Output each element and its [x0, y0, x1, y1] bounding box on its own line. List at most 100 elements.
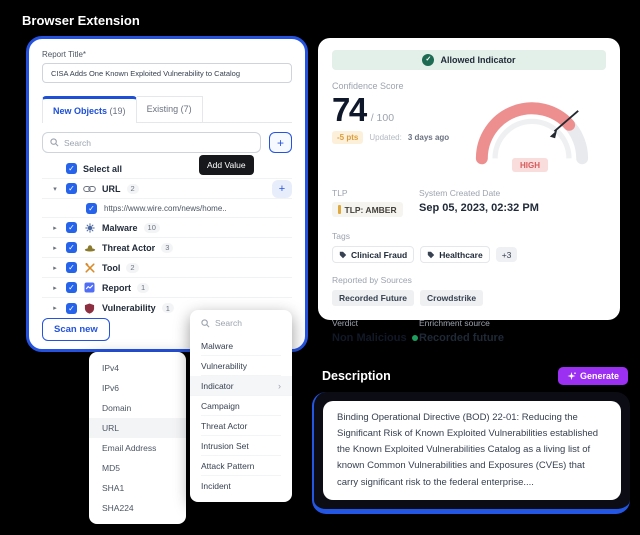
search-icon: [201, 318, 210, 327]
tlp-amber-bar-icon: [338, 205, 341, 214]
menu-item-indicator[interactable]: Indicator ›: [190, 376, 292, 396]
object-label: URL: [102, 183, 121, 194]
object-tabs: New Objects (19) Existing (7): [42, 96, 292, 123]
menu-item-label: Intrusion Set: [201, 440, 249, 451]
tag-chip[interactable]: Clinical Fraud: [332, 246, 415, 263]
menu-item-ipv6[interactable]: IPv6: [102, 383, 120, 393]
menu-item-malware[interactable]: Malware: [201, 336, 281, 356]
object-row-malware[interactable]: ▸ ✓ Malware 10: [42, 218, 292, 238]
expand-caret-icon[interactable]: ▸: [53, 244, 57, 252]
menu-item-attack-pattern[interactable]: Attack Pattern: [201, 456, 281, 476]
object-label: Tool: [102, 262, 121, 273]
vulnerability-checkbox[interactable]: ✓: [66, 302, 77, 314]
menu-item-incident[interactable]: Incident: [201, 476, 281, 496]
confidence-score-max: / 100: [370, 112, 395, 124]
menu-item-label: Malware: [201, 340, 234, 351]
menu-item-label: Campaign: [201, 400, 240, 411]
report-scan-panel: Report Title* CISA Adds One Known Exploi…: [26, 36, 308, 352]
object-list: ▸ ✓ Select all ▾ ✓ URL 2 + ✓ https://www…: [42, 159, 292, 318]
confidence-score-label: Confidence Score: [332, 81, 404, 91]
object-count-badge: 2: [126, 183, 139, 194]
report-title-label: Report Title*: [42, 50, 87, 59]
url-checkbox[interactable]: ✓: [66, 183, 77, 194]
source-chip[interactable]: Crowdstrike: [420, 290, 484, 306]
enrichment-label: Enrichment source: [419, 318, 490, 328]
tool-checkbox[interactable]: ✓: [66, 262, 77, 273]
report-checkbox[interactable]: ✓: [66, 282, 77, 293]
tag-chip[interactable]: Healthcare: [420, 246, 490, 263]
menu-item-sha224[interactable]: SHA224: [102, 503, 134, 513]
updated-label: Updated:: [369, 132, 402, 142]
select-all-checkbox[interactable]: ✓: [66, 163, 77, 174]
object-count-badge: 1: [161, 303, 174, 313]
allowed-indicator-banner: ✓ Allowed Indicator: [332, 50, 606, 70]
gauge-level-badge: HIGH: [512, 158, 548, 172]
sparkle-icon: [567, 371, 576, 380]
menu-item-md5[interactable]: MD5: [102, 463, 120, 473]
malware-icon: [83, 222, 96, 233]
expand-caret-icon[interactable]: ▸: [53, 305, 57, 312]
menu-item-intrusion-set[interactable]: Intrusion Set: [201, 436, 281, 456]
object-search-input[interactable]: Search: [42, 132, 261, 153]
verdict-dot-icon: [411, 335, 418, 341]
expand-caret-icon[interactable]: ▸: [53, 224, 57, 232]
threat-actor-checkbox[interactable]: ✓: [66, 242, 77, 253]
description-text[interactable]: Binding Operational Directive (BOD) 22-0…: [323, 401, 621, 500]
select-all-row: ▸ ✓ Select all: [42, 159, 292, 179]
updated-value: 3 days ago: [407, 132, 450, 142]
verdict-label: Verdict: [332, 318, 358, 328]
report-title-input[interactable]: CISA Adds One Known Exploited Vulnerabil…: [42, 63, 292, 83]
object-row-url[interactable]: ▾ ✓ URL 2 +: [42, 179, 292, 199]
menu-item-threat-actor[interactable]: Threat Actor: [201, 416, 281, 436]
select-all-label: Select all: [83, 163, 123, 174]
allowed-indicator-label: Allowed Indicator: [440, 55, 516, 65]
vulnerability-icon: [83, 302, 96, 314]
confidence-score-value: 74: [332, 91, 367, 128]
expand-caret-icon[interactable]: ▸: [53, 284, 57, 292]
object-row-tool[interactable]: ▸ ✓ Tool 2: [42, 258, 292, 278]
menu-item-vulnerability[interactable]: Vulnerability: [201, 356, 281, 376]
tlp-label: TLP: [332, 188, 348, 198]
url-child-row[interactable]: ✓ https://www.wire.com/news/home..: [42, 199, 292, 218]
object-row-report[interactable]: ▸ ✓ Report 1: [42, 278, 292, 298]
object-count-badge: 2: [126, 262, 139, 273]
chevron-right-icon: ›: [278, 380, 281, 391]
tab-existing-label: Existing: [146, 104, 179, 114]
menu-item-campaign[interactable]: Campaign: [201, 396, 281, 416]
tab-existing[interactable]: Existing (7): [136, 96, 203, 123]
menu-item-email-address[interactable]: Email Address: [102, 443, 157, 453]
menu-item-sha1[interactable]: SHA1: [102, 483, 125, 493]
url-value-checkbox[interactable]: ✓: [86, 202, 97, 214]
tag-label: Healthcare: [439, 249, 483, 260]
tab-new-objects-label: New Objects: [53, 106, 108, 116]
menu-item-domain[interactable]: Domain: [102, 403, 132, 413]
tab-existing-count: (7): [180, 104, 192, 114]
malware-checkbox[interactable]: ✓: [66, 222, 77, 233]
generate-button-label: Generate: [579, 371, 619, 381]
tab-new-objects[interactable]: New Objects (19): [42, 96, 137, 123]
gauge-arc: [475, 102, 589, 165]
tab-new-objects-count: (19): [109, 106, 126, 116]
url-value: https://www.wire.com/news/home..: [104, 203, 227, 213]
collapse-caret-icon[interactable]: ▾: [53, 185, 57, 193]
threat-actor-icon: [83, 243, 96, 253]
object-label: Vulnerability: [102, 303, 156, 313]
scan-new-button[interactable]: Scan new: [42, 318, 110, 341]
more-tags-badge[interactable]: +3: [495, 247, 518, 262]
add-object-button[interactable]: +: [269, 132, 292, 153]
menu-item-ipv4[interactable]: IPv4: [102, 363, 120, 373]
add-value-button[interactable]: +: [272, 179, 292, 198]
dropdown-search-input[interactable]: Search: [201, 318, 281, 336]
object-count-badge: 3: [161, 242, 174, 253]
menu-item-url[interactable]: URL: [89, 418, 186, 438]
source-chip[interactable]: Recorded Future: [332, 290, 415, 306]
menu-item-label: Vulnerability: [201, 360, 247, 371]
generate-button[interactable]: Generate: [557, 367, 628, 385]
object-row-vulnerability[interactable]: ▸ ✓ Vulnerability 1: [42, 298, 292, 318]
expand-caret-icon[interactable]: ▸: [53, 264, 57, 272]
tag-label: Clinical Fraud: [351, 249, 408, 260]
tag-icon: [428, 251, 435, 258]
sources-label: Reported by Sources: [332, 275, 412, 285]
points-change-badge: -5 pts: [332, 130, 364, 144]
object-row-threat-actor[interactable]: ▸ ✓ Threat Actor 3: [42, 238, 292, 258]
